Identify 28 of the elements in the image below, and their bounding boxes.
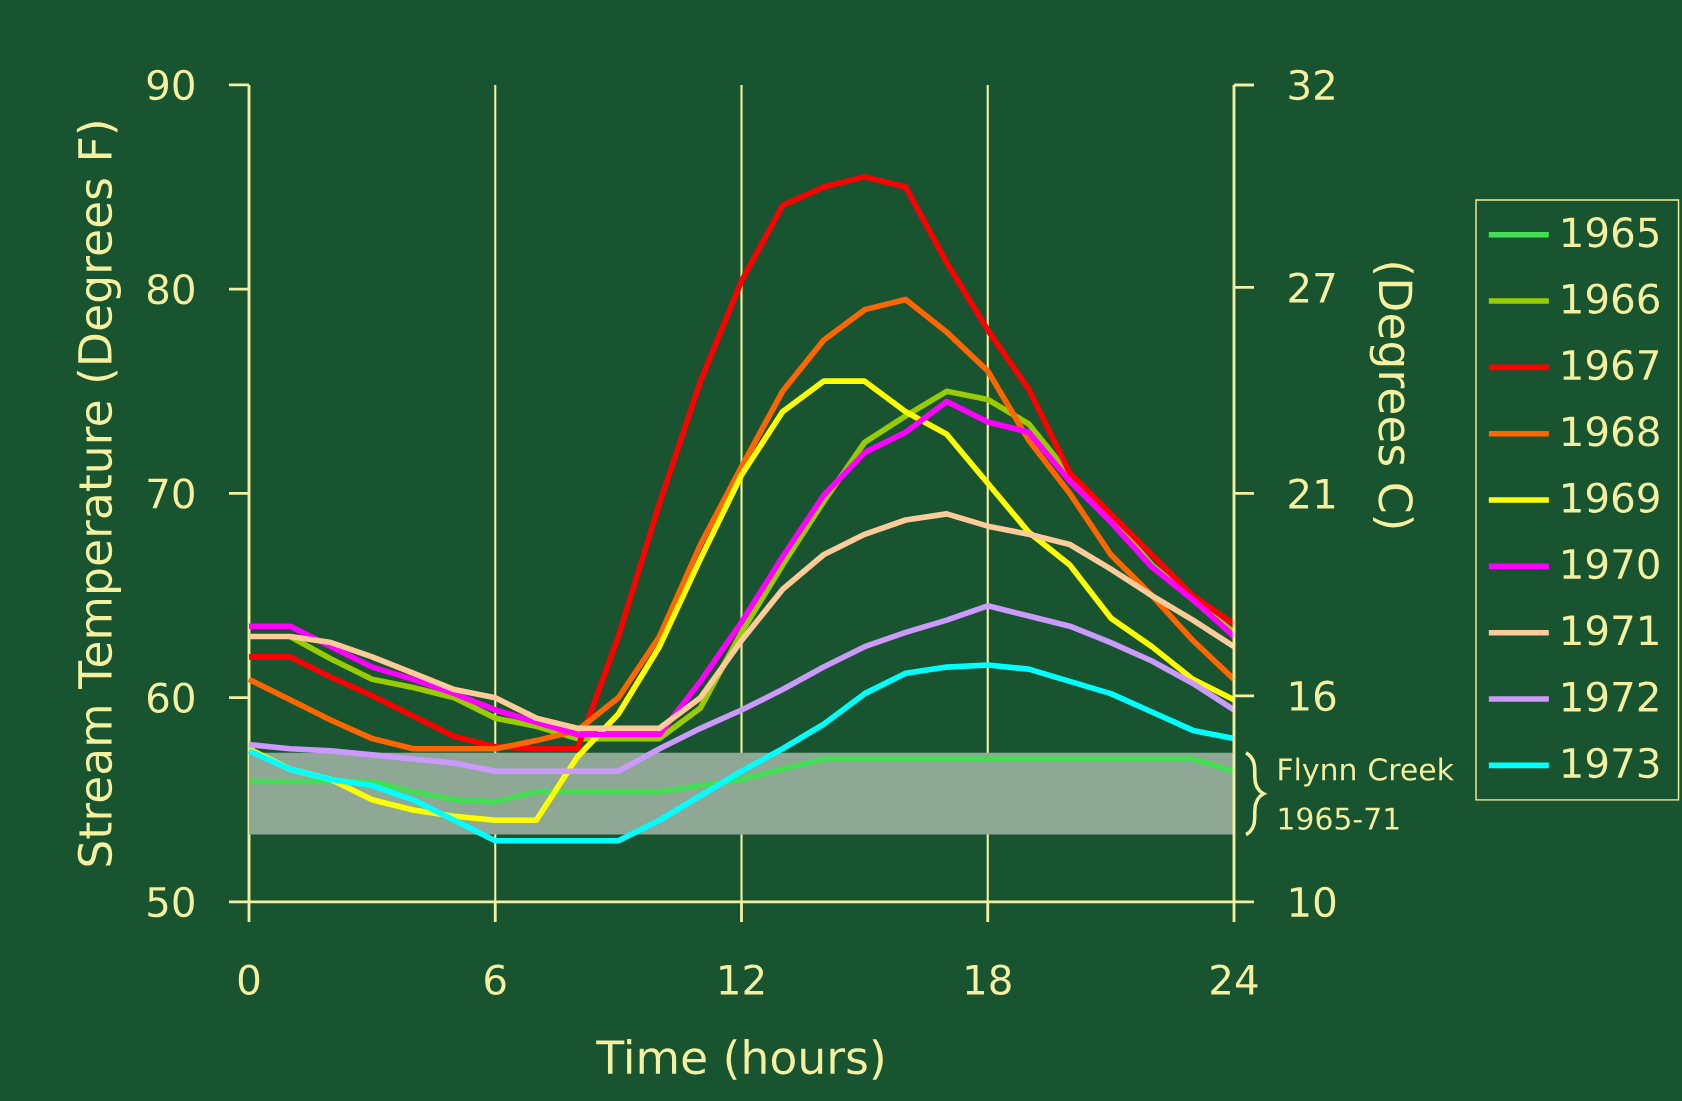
y-tick-label: 50 (148, 886, 194, 918)
band-label: Flynn Creek 1965-71 (1279, 757, 1454, 830)
y-tick-label: 80 (147, 273, 194, 305)
y-tick-label: 60 (147, 682, 194, 713)
x-tick-label: 24 (1211, 964, 1258, 995)
legend-label: 1972 (1563, 681, 1658, 712)
legend-label: 1973 (1563, 747, 1659, 779)
legend-label: 1967 (1563, 349, 1659, 381)
y2-tick-label: 16 (1290, 680, 1336, 712)
legend-label: 1968 (1563, 416, 1659, 447)
legend-label: 1966 (1563, 283, 1659, 314)
x-tick-label: 18 (966, 964, 1011, 995)
y2-tick-label: 27 (1289, 272, 1335, 303)
legend-label: 1970 (1563, 548, 1659, 580)
x-axis-title: Time (hours) (596, 1039, 883, 1080)
y-axis-title: Stream Temperature (Degrees F) (76, 122, 121, 866)
y2-axis-title: (Degrees C) (1369, 263, 1414, 528)
y2-tick-label: 21 (1289, 478, 1335, 509)
x-tick-label: 0 (238, 964, 260, 995)
x-tick-label: 12 (720, 964, 764, 995)
legend-label: 1965 (1563, 217, 1658, 248)
y2-tick-label: 32 (1289, 69, 1334, 101)
y-tick-label: 70 (148, 478, 194, 509)
y2-tick-label: 10 (1290, 886, 1336, 918)
y-tick-label: 90 (147, 69, 194, 101)
x-tick-label: 6 (485, 964, 506, 995)
legend-label: 1971 (1563, 615, 1658, 646)
legend-label: 1969 (1563, 482, 1659, 513)
